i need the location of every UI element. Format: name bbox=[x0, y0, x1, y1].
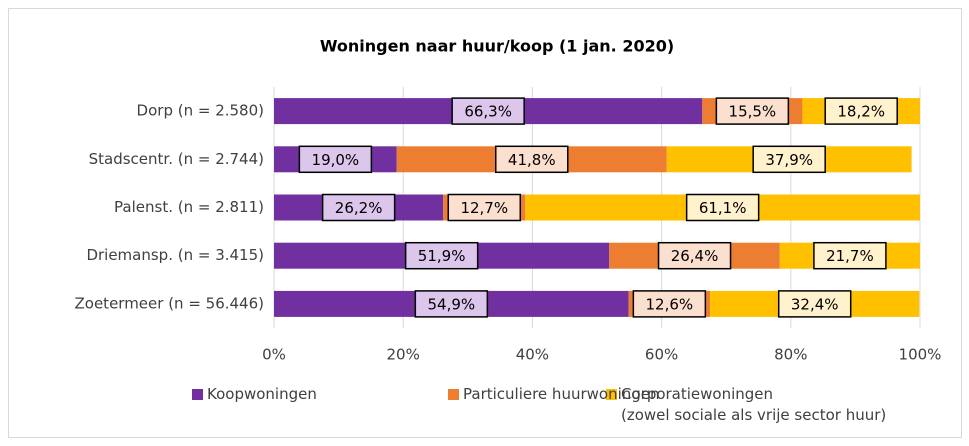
data-label: 12,7% bbox=[460, 199, 508, 217]
data-label-box bbox=[715, 97, 790, 125]
data-label: 37,9% bbox=[765, 151, 813, 169]
data-label: 32,4% bbox=[791, 295, 839, 313]
legend-label: Corporatiewoningen (zowel sociale als vr… bbox=[621, 385, 887, 424]
data-label-box bbox=[447, 193, 522, 222]
data-label: 15,5% bbox=[729, 103, 777, 121]
data-label-box bbox=[632, 290, 707, 318]
x-tick-label: 40% bbox=[516, 346, 549, 364]
x-tick-label: 60% bbox=[645, 346, 678, 364]
y-tick-label: Stadscentr. (n = 2.744) bbox=[89, 150, 264, 168]
data-label: 26,4% bbox=[671, 247, 719, 265]
data-label-box bbox=[414, 290, 489, 318]
data-label: 26,2% bbox=[335, 199, 383, 217]
data-label: 61,1% bbox=[699, 199, 747, 217]
data-label-box bbox=[752, 145, 826, 174]
data-label: 54,9% bbox=[427, 295, 475, 313]
data-label: 66,3% bbox=[464, 103, 512, 121]
data-label: 21,7% bbox=[826, 247, 874, 265]
data-label-box bbox=[404, 241, 479, 270]
x-tick-label: 100% bbox=[899, 346, 942, 364]
legend-swatch bbox=[192, 389, 203, 400]
chart-title: Woningen naar huur/koop (1 jan. 2020) bbox=[320, 37, 674, 56]
x-tick-label: 0% bbox=[262, 346, 286, 364]
chart-border bbox=[8, 8, 962, 438]
y-tick-label: Driemansp. (n = 3.415) bbox=[86, 246, 264, 264]
data-label-box bbox=[685, 193, 760, 222]
data-label-box bbox=[777, 290, 852, 318]
data-label: 51,9% bbox=[418, 247, 466, 265]
x-tick-label: 20% bbox=[387, 346, 420, 364]
legend-label: Particuliere huurwoningen bbox=[463, 385, 660, 403]
data-label-box bbox=[657, 241, 732, 270]
data-label-box bbox=[451, 97, 525, 125]
data-label-box bbox=[321, 193, 396, 222]
legend-label: Koopwoningen bbox=[207, 385, 317, 403]
y-tick-label: Palenst. (n = 2.811) bbox=[114, 198, 264, 216]
data-label: 18,2% bbox=[837, 103, 885, 121]
legend-swatch bbox=[606, 389, 617, 400]
data-label-box bbox=[813, 241, 887, 270]
legend-swatch bbox=[448, 389, 459, 400]
x-tick-label: 80% bbox=[774, 346, 807, 364]
y-tick-label: Zoetermeer (n = 56.446) bbox=[75, 294, 265, 312]
data-label-box bbox=[298, 145, 373, 174]
y-tick-label: Dorp (n = 2.580) bbox=[137, 102, 264, 120]
data-label: 41,8% bbox=[508, 151, 556, 169]
data-label-box bbox=[824, 97, 898, 125]
data-label-box bbox=[495, 145, 569, 174]
data-label: 19,0% bbox=[312, 151, 360, 169]
data-label: 12,6% bbox=[646, 295, 694, 313]
